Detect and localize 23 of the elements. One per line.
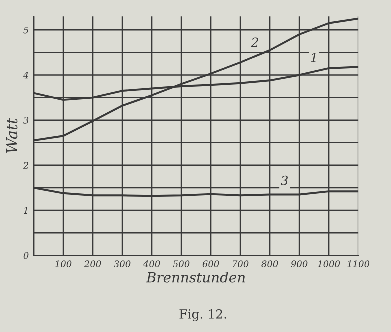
y-tick-label: 4 xyxy=(23,72,28,79)
y-tick-label: 5 xyxy=(24,26,29,34)
y-tick-label: 3 xyxy=(24,117,29,124)
y-tick-label: 1 xyxy=(24,207,28,214)
x-tick-label: 700 xyxy=(233,260,249,268)
x-tick-label: 400 xyxy=(143,260,160,268)
x-tick-label: 500 xyxy=(173,260,190,268)
y-axis-title: Watt xyxy=(6,118,18,153)
x-tick-label: 1100 xyxy=(348,260,370,268)
y-tick-label: 2 xyxy=(23,162,29,169)
x-tick-label: 900 xyxy=(291,260,308,268)
x-tick-label: 300 xyxy=(114,260,131,268)
x-axis-title: Brennstunden xyxy=(146,272,246,283)
series-label: 3 xyxy=(280,176,288,186)
y-tick-label: 0 xyxy=(24,252,29,260)
series-label: 2 xyxy=(251,38,258,47)
x-tick-label: 800 xyxy=(262,260,278,268)
x-tick-label: 1000 xyxy=(318,260,340,268)
series-label: 1 xyxy=(311,53,316,62)
x-tick-label: 100 xyxy=(56,260,72,268)
caption: Fig. 12. xyxy=(180,309,226,322)
x-tick-label: 600 xyxy=(202,260,220,268)
x-tick-label: 200 xyxy=(84,260,102,268)
